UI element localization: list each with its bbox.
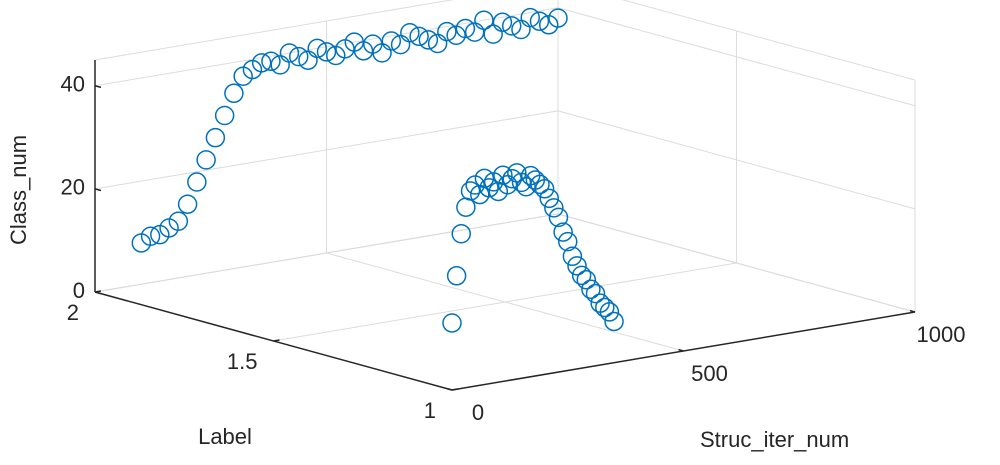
point xyxy=(460,181,481,201)
point xyxy=(581,279,601,300)
point xyxy=(224,83,244,104)
grid-line xyxy=(273,262,737,342)
grid-line xyxy=(557,213,916,313)
point xyxy=(548,8,568,28)
z-tick xyxy=(94,188,102,192)
point xyxy=(544,198,564,218)
point xyxy=(279,43,300,63)
point xyxy=(585,283,606,304)
point xyxy=(530,174,550,195)
point xyxy=(507,163,527,183)
point xyxy=(493,165,513,185)
point xyxy=(455,18,476,39)
point xyxy=(571,265,592,286)
point xyxy=(316,42,337,62)
y-tick xyxy=(451,388,459,391)
x-tick-label: 1000 xyxy=(917,322,966,347)
point xyxy=(196,150,216,170)
point xyxy=(474,168,495,189)
point xyxy=(442,313,462,333)
point xyxy=(307,38,327,59)
point xyxy=(520,7,540,28)
y-tick-label: 2 xyxy=(67,300,79,325)
point xyxy=(567,256,587,276)
grid-line xyxy=(94,213,559,293)
point xyxy=(177,194,198,214)
point xyxy=(261,51,281,72)
point xyxy=(214,105,235,126)
point xyxy=(553,222,573,242)
z-tick-label: 0 xyxy=(73,278,85,303)
x-tick xyxy=(909,309,916,313)
z-tick-label: 20 xyxy=(61,175,85,200)
point xyxy=(558,231,578,252)
z-tick-label: 40 xyxy=(61,72,85,97)
point xyxy=(437,21,457,42)
point xyxy=(479,178,499,198)
point xyxy=(604,311,624,332)
y-tick xyxy=(273,339,280,342)
point xyxy=(400,22,420,43)
y-tick-label: 1.5 xyxy=(227,349,258,374)
y-axis-label: Label xyxy=(198,424,252,449)
z-axis-label: Class_num xyxy=(6,135,31,245)
grid-line xyxy=(557,7,916,107)
point xyxy=(483,24,503,44)
z-tick xyxy=(94,85,102,89)
point xyxy=(456,197,476,217)
point xyxy=(599,302,620,322)
point xyxy=(539,188,559,209)
z-tick xyxy=(94,291,102,295)
marks xyxy=(131,7,624,333)
x-tick xyxy=(446,387,453,391)
point xyxy=(529,11,550,31)
point xyxy=(446,266,467,286)
grid-line xyxy=(557,110,916,210)
x-tick-label: 0 xyxy=(472,400,484,425)
point xyxy=(418,30,439,50)
x-tick-label: 500 xyxy=(691,361,728,386)
point xyxy=(205,127,226,148)
point xyxy=(288,46,309,67)
point xyxy=(409,26,429,47)
point xyxy=(451,224,472,244)
y-tick-label: 1 xyxy=(424,398,436,423)
point xyxy=(501,16,522,36)
grid xyxy=(94,0,916,391)
point xyxy=(562,246,583,267)
point xyxy=(140,226,161,246)
x-tick xyxy=(678,348,684,352)
point xyxy=(576,269,597,290)
grid-line xyxy=(94,110,559,190)
point xyxy=(595,297,615,318)
point xyxy=(381,31,402,51)
point xyxy=(187,172,207,192)
point xyxy=(168,211,189,231)
x-axis-label: Struc_iter_num xyxy=(700,427,849,452)
point xyxy=(548,207,569,228)
point xyxy=(534,179,555,199)
point xyxy=(492,12,513,33)
